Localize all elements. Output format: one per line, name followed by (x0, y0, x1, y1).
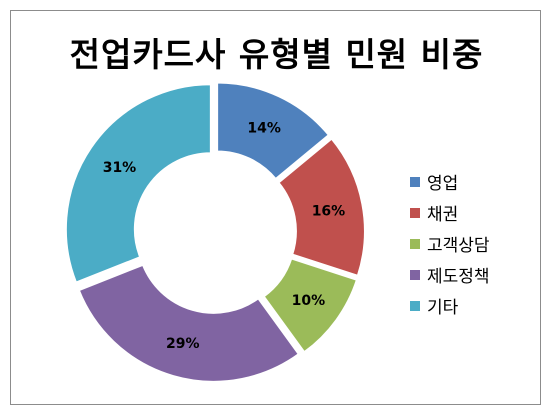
data-label-3: 10% (292, 293, 326, 309)
legend-item-5: 기타 (410, 290, 490, 321)
legend-item-4: 제도정책 (410, 259, 490, 290)
legend-swatch (410, 269, 420, 280)
legend-label: 영업 (427, 174, 459, 194)
data-label-1: 14% (247, 120, 281, 136)
legend-swatch (410, 207, 420, 218)
legend-item-1: 영업 (410, 166, 490, 197)
slice-2 (277, 137, 366, 278)
legend-swatch (410, 176, 420, 187)
data-label-4: 29% (166, 336, 200, 352)
slice-5 (64, 83, 212, 284)
data-label-2: 16% (312, 203, 346, 219)
data-labels-group: 14% 16% 10% 29% 31% (103, 120, 345, 351)
legend-label: 고객상담 (427, 236, 490, 256)
legend-label: 제도정책 (427, 267, 490, 287)
chart-title: 전업카드사 유형별 민원 비중 (69, 35, 484, 74)
slice-3 (262, 257, 359, 354)
legend-label: 기타 (427, 298, 459, 318)
legend-swatch (410, 238, 420, 249)
slices-group (64, 81, 366, 383)
legend-item-2: 채권 (410, 197, 490, 228)
legend-swatch (410, 300, 420, 311)
legend-label: 채권 (427, 205, 459, 225)
slice-4 (77, 263, 301, 383)
data-label-5: 31% (103, 160, 137, 176)
legend-item-3: 고객상담 (410, 228, 490, 259)
slice-1 (216, 81, 331, 181)
